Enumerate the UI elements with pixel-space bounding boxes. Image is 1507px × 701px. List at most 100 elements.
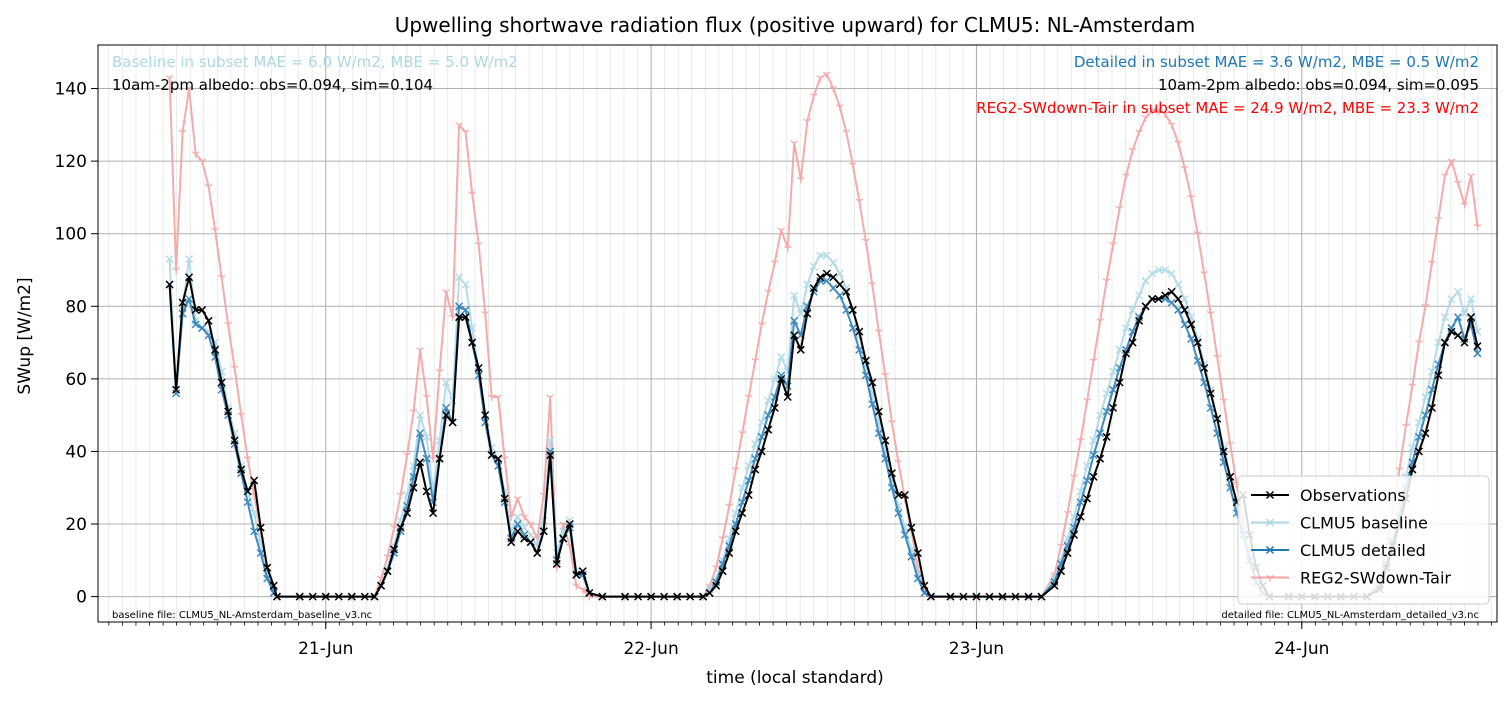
data-point-clmu5-baseline <box>751 440 760 449</box>
data-point-clmu5-detailed <box>1414 432 1423 441</box>
data-point-observations <box>396 523 405 532</box>
data-point-reg2-swdown-tair <box>217 274 226 282</box>
data-point-reg2-swdown-tair <box>396 492 405 499</box>
data-point-observations <box>217 378 226 387</box>
x-axis: 21-Jun 22-Jun 23-Jun 24-Jun <box>108 622 1492 659</box>
data-point-clmu5-detailed <box>907 552 916 561</box>
data-point-clmu5-baseline <box>1128 305 1137 314</box>
data-point-observations <box>1063 549 1072 558</box>
data-point-clmu5-baseline <box>546 436 555 445</box>
data-point-observations <box>1141 302 1150 311</box>
data-point-observations <box>1427 403 1436 412</box>
data-point-reg2-swdown-tair <box>191 151 200 158</box>
legend-box <box>1237 475 1490 605</box>
data-point-reg2-swdown-tair <box>390 525 398 532</box>
data-point-observations <box>165 280 174 289</box>
y-tick-label: 100 <box>55 225 87 245</box>
data-point-observations <box>1024 592 1033 601</box>
data-point-reg2-swdown-tair <box>849 162 857 169</box>
data-point-observations <box>1219 447 1228 456</box>
data-point-observations <box>1460 338 1469 347</box>
data-point-observations <box>1161 291 1170 300</box>
data-point-observations <box>699 592 708 601</box>
data-point-reg2-swdown-tair <box>1187 194 1195 202</box>
data-point-observations <box>900 490 909 500</box>
data-point-clmu5-baseline <box>1447 294 1456 304</box>
plot-frame <box>97 44 1498 623</box>
data-point-observations <box>894 490 903 500</box>
data-point-observations <box>468 338 477 347</box>
data-point-clmu5-baseline <box>422 432 431 441</box>
data-point-reg2-swdown-tair <box>757 321 766 329</box>
data-point-observations <box>1167 287 1176 296</box>
data-point-clmu5-detailed <box>835 291 844 300</box>
x-tick-label: 21-Jun <box>298 639 353 659</box>
data-point-observations <box>487 451 496 460</box>
data-point-clmu5-baseline <box>513 512 522 521</box>
data-point-clmu5-detailed <box>442 403 451 412</box>
data-point-observations <box>269 581 278 590</box>
data-point-reg2-swdown-tair <box>500 456 509 463</box>
data-point-clmu5-baseline <box>1440 313 1449 322</box>
data-point-observations <box>809 284 818 293</box>
data-point-clmu5-detailed <box>790 316 799 325</box>
data-point-clmu5-detailed <box>1083 476 1092 485</box>
data-point-reg2-swdown-tair <box>1219 398 1228 405</box>
data-point-reg2-swdown-tair <box>442 289 450 296</box>
y-axis: 0 20 40 60 80 100 120 140 <box>55 80 98 608</box>
data-point-reg2-swdown-tair <box>1415 340 1423 347</box>
data-point-reg2-swdown-tair <box>751 358 760 365</box>
data-point-clmu5-baseline <box>416 411 425 420</box>
data-point-reg2-swdown-tair <box>455 122 463 129</box>
data-point-observations <box>855 327 864 336</box>
data-point-clmu5-baseline <box>1167 269 1176 278</box>
data-point-observations <box>1096 454 1105 463</box>
data-point-reg2-swdown-tair <box>1454 180 1462 187</box>
data-point-reg2-swdown-tair <box>875 329 883 336</box>
data-point-clmu5-detailed <box>198 324 207 333</box>
data-point-reg2-swdown-tair <box>474 242 483 249</box>
data-point-reg2-swdown-tair <box>888 419 896 427</box>
data-point-reg2-swdown-tair <box>803 118 812 126</box>
data-point-clmu5-baseline <box>777 353 786 362</box>
data-point-observations <box>998 592 1007 601</box>
data-point-observations <box>1226 472 1235 481</box>
data-point-reg2-swdown-tair <box>829 85 838 93</box>
data-point-reg2-swdown-tair <box>1089 358 1098 365</box>
data-point-clmu5-baseline <box>1180 294 1189 304</box>
data-point-observations <box>959 592 968 601</box>
data-point-observations <box>442 411 451 420</box>
data-point-reg2-swdown-tair <box>198 158 206 166</box>
data-point-observations <box>1206 389 1215 398</box>
data-point-observations <box>250 476 259 485</box>
data-point-observations <box>764 425 773 434</box>
data-point-observations <box>578 567 587 576</box>
data-point-reg2-swdown-tair <box>1447 158 1456 166</box>
data-point-observations <box>660 592 669 601</box>
data-point-clmu5-baseline <box>790 291 799 300</box>
data-point-observations <box>731 527 740 536</box>
data-point-clmu5-detailed <box>1453 313 1462 322</box>
data-point-observations <box>422 487 431 496</box>
data-point-clmu5-detailed <box>1076 498 1085 507</box>
data-point-clmu5-detailed <box>764 411 773 420</box>
data-point-observations <box>513 527 522 536</box>
y-tick-label: 20 <box>65 515 87 535</box>
data-point-clmu5-baseline <box>526 530 535 539</box>
data-point-reg2-swdown-tair <box>204 183 213 191</box>
data-point-observations <box>1056 567 1066 576</box>
data-point-observations <box>647 592 656 601</box>
data-point-clmu5-baseline <box>1414 418 1423 427</box>
data-point-observations <box>1174 294 1183 304</box>
y-tick-label: 120 <box>55 152 87 172</box>
data-point-observations <box>1083 494 1092 503</box>
data-point-clmu5-detailed <box>191 320 200 329</box>
data-point-clmu5-detailed <box>422 454 431 463</box>
data-point-reg2-swdown-tair <box>712 565 720 572</box>
data-point-observations <box>1180 305 1189 314</box>
legend-item-clmu5-detailed: CLMU5 detailed <box>1251 541 1426 560</box>
data-point-observations <box>829 273 838 282</box>
data-point-clmu5-baseline <box>822 251 831 260</box>
data-point-observations <box>263 563 272 572</box>
data-point-clmu5-baseline <box>738 483 747 492</box>
